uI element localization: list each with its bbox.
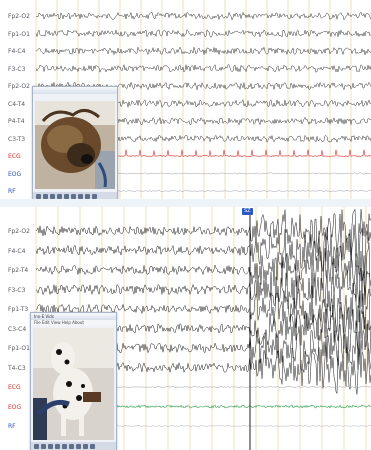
eeg-channel-trace (35, 224, 371, 279)
video-menu-bar[interactable]: File Edit View Help About (31, 320, 116, 326)
skip-end-icon[interactable] (90, 444, 95, 449)
step-back-icon[interactable] (43, 194, 48, 199)
channel-label: P4-T4 (8, 118, 25, 125)
step-back-icon[interactable] (41, 444, 46, 449)
play-back-icon[interactable] (55, 444, 60, 449)
rewind-icon[interactable] (48, 444, 53, 449)
channel-label: C3-T3 (8, 135, 26, 143)
play-icon[interactable] (69, 444, 74, 449)
eeg-channel-trace (35, 242, 371, 300)
fast-forward-icon[interactable] (78, 194, 83, 199)
video-window-bottom[interactable]: Inn-E Vids File Edit View Help About (30, 312, 117, 450)
skip-start-icon[interactable] (36, 194, 41, 199)
video-playback-controls (33, 192, 117, 199)
dalmatian-video-frame (33, 328, 114, 440)
pause-icon[interactable] (62, 444, 67, 449)
channel-label: Fp2-O2 (8, 83, 30, 90)
channel-label: C3-C4 (8, 325, 27, 333)
video-playback-controls (31, 442, 116, 450)
video-window-top[interactable] (32, 86, 118, 199)
step-forward-icon[interactable] (85, 194, 90, 199)
channel-label: EOG (8, 403, 22, 411)
rewind-icon[interactable] (50, 194, 55, 199)
eeg-panel-bottom: Fp2-O2 F4-C4 Fp2-T4 F3-C3 Fp1-T3 C3-C4 Fp1-O1 T… (0, 207, 371, 450)
channel-label: Fp2-T4 (8, 267, 29, 274)
channel-label: Fp1-O1 (8, 345, 30, 352)
channel-label: F3-C3 (8, 65, 26, 73)
channel-label: EOG (8, 170, 22, 178)
channel-label: Fp2-O2 (8, 13, 30, 20)
channel-label: Fp1-T3 (8, 306, 29, 313)
eeg-channel-trace (35, 29, 371, 38)
channel-label: ECG (8, 153, 21, 160)
channel-label: Fp1-O1 (8, 30, 30, 38)
channel-label: ECG (8, 384, 21, 391)
channel-label: C4-T4 (8, 100, 26, 108)
fast-forward-icon[interactable] (76, 444, 81, 449)
eeg-channel-trace (35, 281, 371, 333)
pause-icon[interactable] (64, 194, 69, 199)
channel-label: RF (8, 188, 16, 195)
channel-label: Fp2-O2 (8, 228, 30, 235)
channel-label: F4-C4 (8, 247, 26, 255)
channel-label: F3-C3 (8, 286, 26, 294)
channel-label: T4-C3 (8, 364, 26, 372)
skip-start-icon[interactable] (34, 444, 39, 449)
play-back-icon[interactable] (57, 194, 62, 199)
play-icon[interactable] (71, 194, 76, 199)
eeg-channel-trace (35, 11, 371, 21)
seizure-marker-badge[interactable]: SZ (242, 208, 253, 215)
sleeping-dog-video-frame (35, 101, 115, 189)
step-forward-icon[interactable] (83, 444, 88, 449)
skip-end-icon[interactable] (92, 194, 97, 199)
eeg-channel-trace (35, 46, 371, 56)
channel-label: RF (8, 423, 16, 430)
video-title-bar[interactable]: Inn-E Vids (31, 313, 116, 320)
panel-separator (0, 199, 371, 207)
channel-label: F4-C4 (8, 48, 26, 55)
eeg-channel-trace (35, 208, 371, 259)
eeg-panel-top: Fp2-O2 Fp1-O1 F4-C4 F3-C3 Fp2-O2 C4-T4 P4-T4 C3… (0, 0, 371, 200)
eeg-channel-trace (35, 265, 371, 312)
eeg-channel-trace (35, 63, 371, 73)
video-title-bar[interactable] (33, 87, 117, 94)
